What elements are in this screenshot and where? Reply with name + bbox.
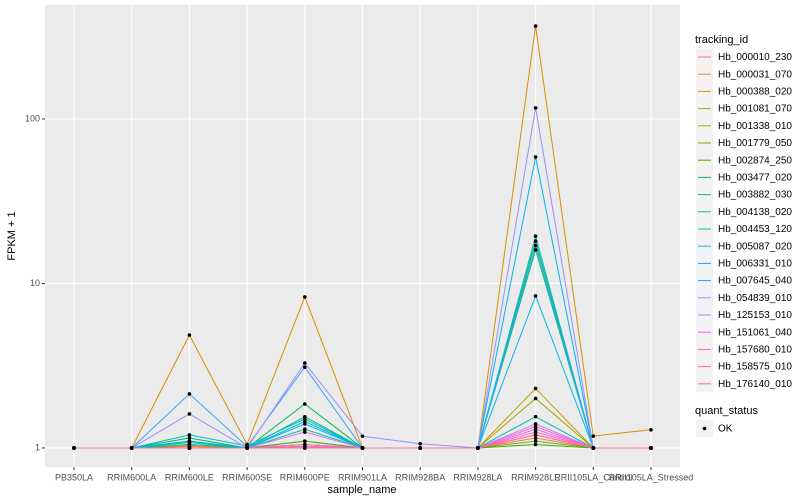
data-point	[187, 446, 192, 450]
data-point	[533, 155, 538, 159]
legend-title: tracking_id	[695, 34, 748, 46]
legend-label: Hb_007645_040	[718, 276, 792, 287]
x-tick-label: RRIM928BA	[395, 472, 445, 482]
legend-label: Hb_001338_010	[718, 121, 792, 132]
data-point	[533, 430, 538, 434]
data-point	[533, 24, 538, 28]
data-point	[533, 386, 538, 391]
legend-label: Hb_006331_010	[718, 259, 792, 270]
x-tick-label: RRIM600SE	[222, 472, 272, 482]
legend-label: Hb_005087_020	[718, 241, 792, 252]
data-point	[533, 439, 538, 443]
data-point	[533, 234, 538, 238]
y-tick-label: 10	[30, 278, 40, 288]
data-point	[533, 442, 538, 447]
x-tick-label: RRIM600LE	[165, 472, 214, 482]
data-point	[533, 106, 538, 110]
legend-label: Hb_054839_010	[718, 293, 792, 304]
data-point	[187, 333, 192, 337]
y-axis-title: FPKM + 1	[6, 211, 18, 260]
data-point	[533, 239, 538, 243]
legend-label: OK	[718, 424, 733, 435]
data-point	[418, 446, 423, 450]
data-point	[303, 446, 307, 450]
data-point	[533, 414, 538, 419]
x-tick-label: RRIM600LA	[107, 472, 156, 482]
y-tick-label: 100	[25, 113, 40, 123]
data-point	[533, 436, 538, 440]
data-point	[360, 434, 365, 438]
legend-title: quant_status	[695, 405, 758, 417]
x-axis-title: sample_name	[327, 484, 396, 496]
x-tick-label: RRII105LA_Control	[554, 472, 632, 482]
x-tick-label: RRIM901LA	[338, 472, 387, 482]
data-point	[533, 243, 538, 248]
data-point	[245, 446, 249, 450]
data-point	[303, 430, 307, 434]
data-point	[533, 433, 538, 437]
data-point	[591, 434, 596, 438]
data-point	[129, 446, 134, 450]
legend-label: Hb_003882_030	[718, 190, 792, 201]
data-point	[187, 433, 192, 437]
data-point	[303, 439, 307, 443]
legend-label: Hb_001779_050	[718, 138, 792, 149]
legend-label: Hb_125153_010	[718, 310, 792, 321]
data-point	[418, 441, 423, 446]
data-point	[649, 446, 653, 450]
data-point	[533, 396, 538, 401]
data-point	[476, 446, 480, 450]
data-point	[303, 361, 307, 365]
data-point	[303, 422, 307, 426]
data-point	[187, 392, 192, 396]
legend-label: Hb_158575_010	[718, 362, 792, 373]
y-tick-label: 1	[35, 442, 40, 452]
x-tick-label: RRII105LA_Stressed	[609, 472, 694, 482]
data-point	[533, 424, 538, 429]
data-point	[187, 412, 192, 416]
data-point	[303, 419, 307, 424]
data-point	[187, 436, 192, 440]
legend-point	[702, 426, 707, 431]
x-tick-label: PB350LA	[55, 472, 93, 482]
x-tick-label: RRIM928LE	[511, 472, 560, 482]
legend-label: Hb_003477_020	[718, 173, 792, 184]
legend-label: Hb_000010_230	[718, 52, 792, 63]
x-tick-label: RRIM600PE	[280, 472, 330, 482]
legend-label: Hb_151061_040	[718, 327, 792, 338]
data-point	[187, 442, 192, 447]
x-tick-label: RRIM928LA	[453, 472, 502, 482]
data-point	[649, 427, 653, 432]
legend-label: Hb_004138_020	[718, 207, 792, 218]
data-point	[303, 402, 307, 406]
data-point	[72, 446, 76, 450]
legend-label: Hb_157680_010	[718, 345, 792, 356]
data-point	[303, 365, 307, 369]
data-point	[303, 427, 307, 432]
data-point	[591, 446, 596, 450]
data-point	[533, 248, 538, 252]
legend-label: Hb_001081_070	[718, 104, 792, 115]
data-point	[533, 294, 538, 298]
legend-label: Hb_000388_020	[718, 87, 792, 98]
data-point	[187, 439, 192, 443]
data-point	[533, 427, 538, 432]
data-point	[360, 446, 365, 450]
legend-label: Hb_004453_120	[718, 224, 792, 235]
data-point	[303, 295, 307, 299]
legend-label: Hb_000031_070	[718, 69, 792, 80]
legend-label: Hb_002874_250	[718, 155, 792, 166]
data-point	[533, 422, 538, 426]
legend-label: Hb_176140_010	[718, 379, 792, 390]
